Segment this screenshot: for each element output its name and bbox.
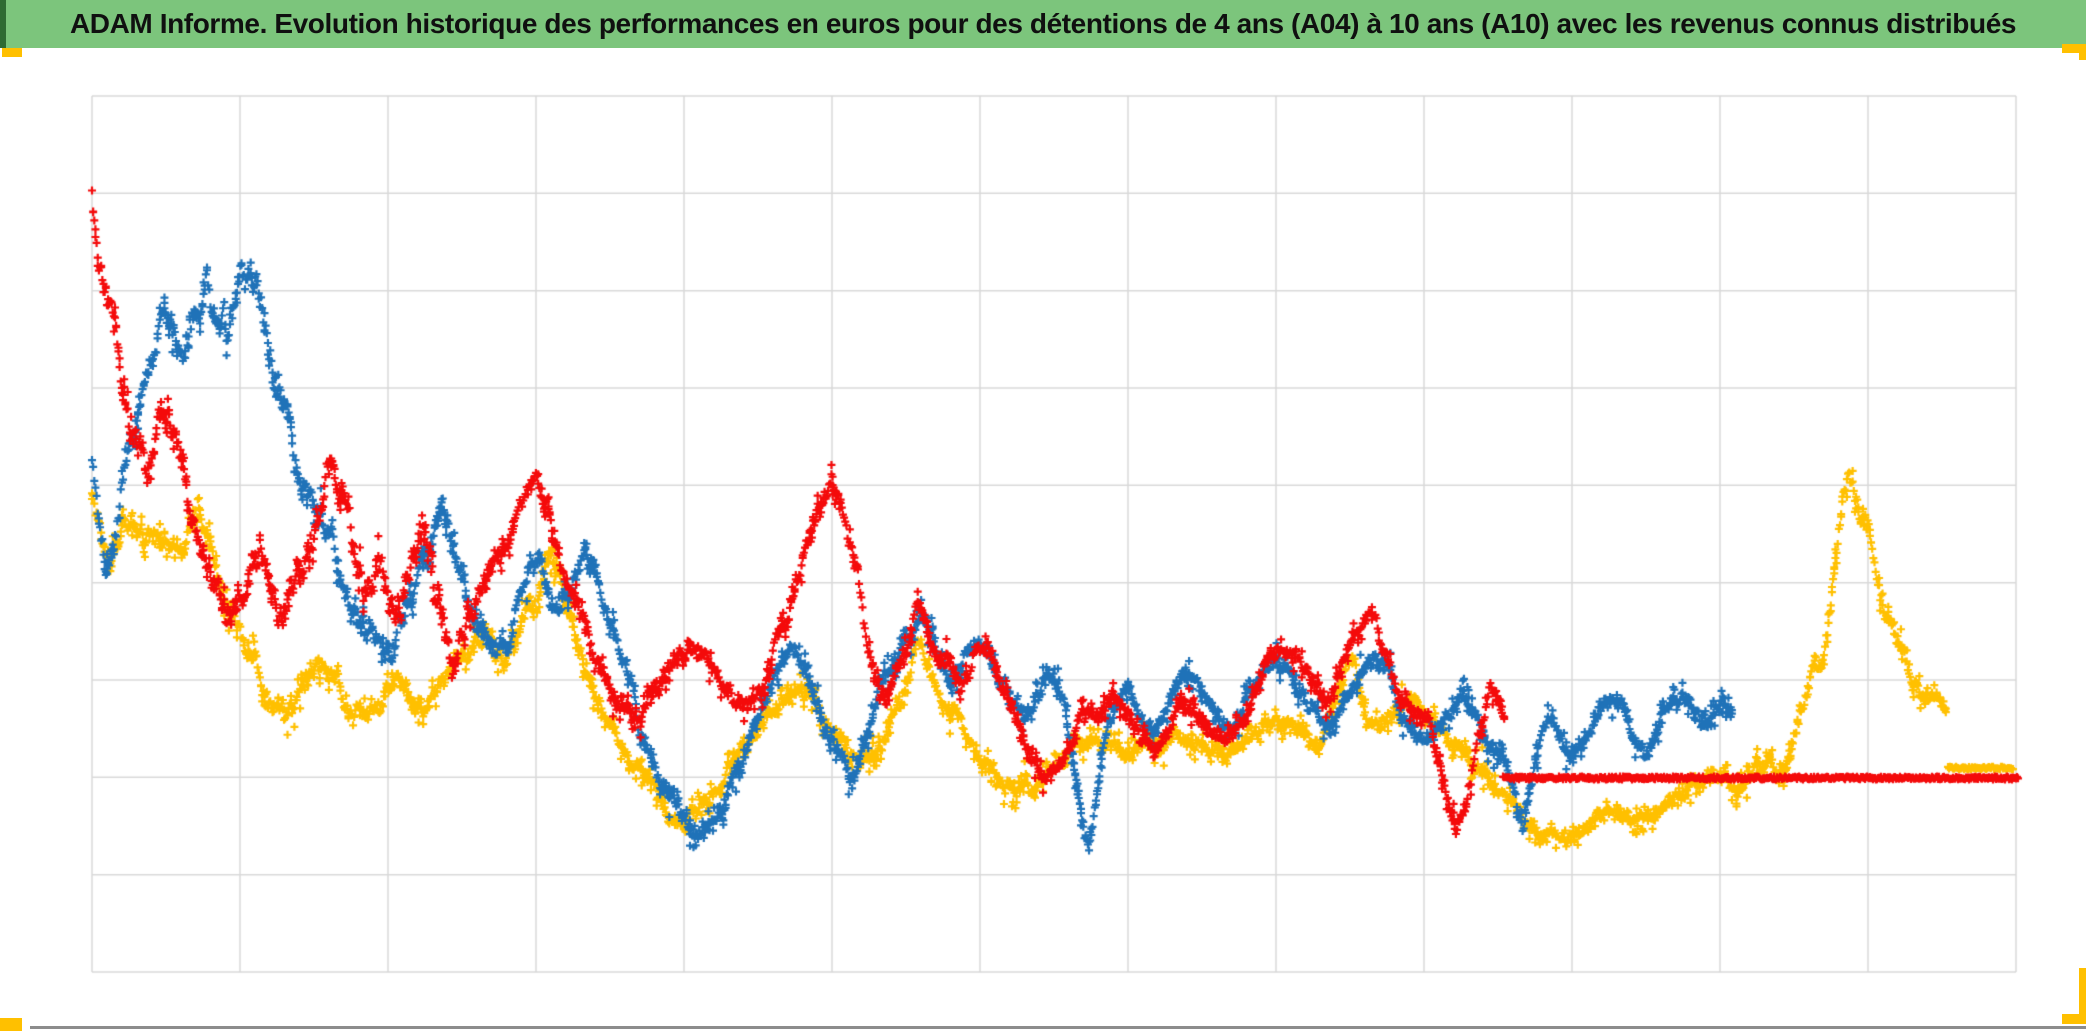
bottom-right-corner-h: [2062, 1014, 2086, 1024]
bottom-right-corner-v: [2079, 968, 2086, 1023]
bottom-rule: [30, 1026, 2086, 1029]
bottom-left-yellow-square: [0, 1018, 22, 1031]
